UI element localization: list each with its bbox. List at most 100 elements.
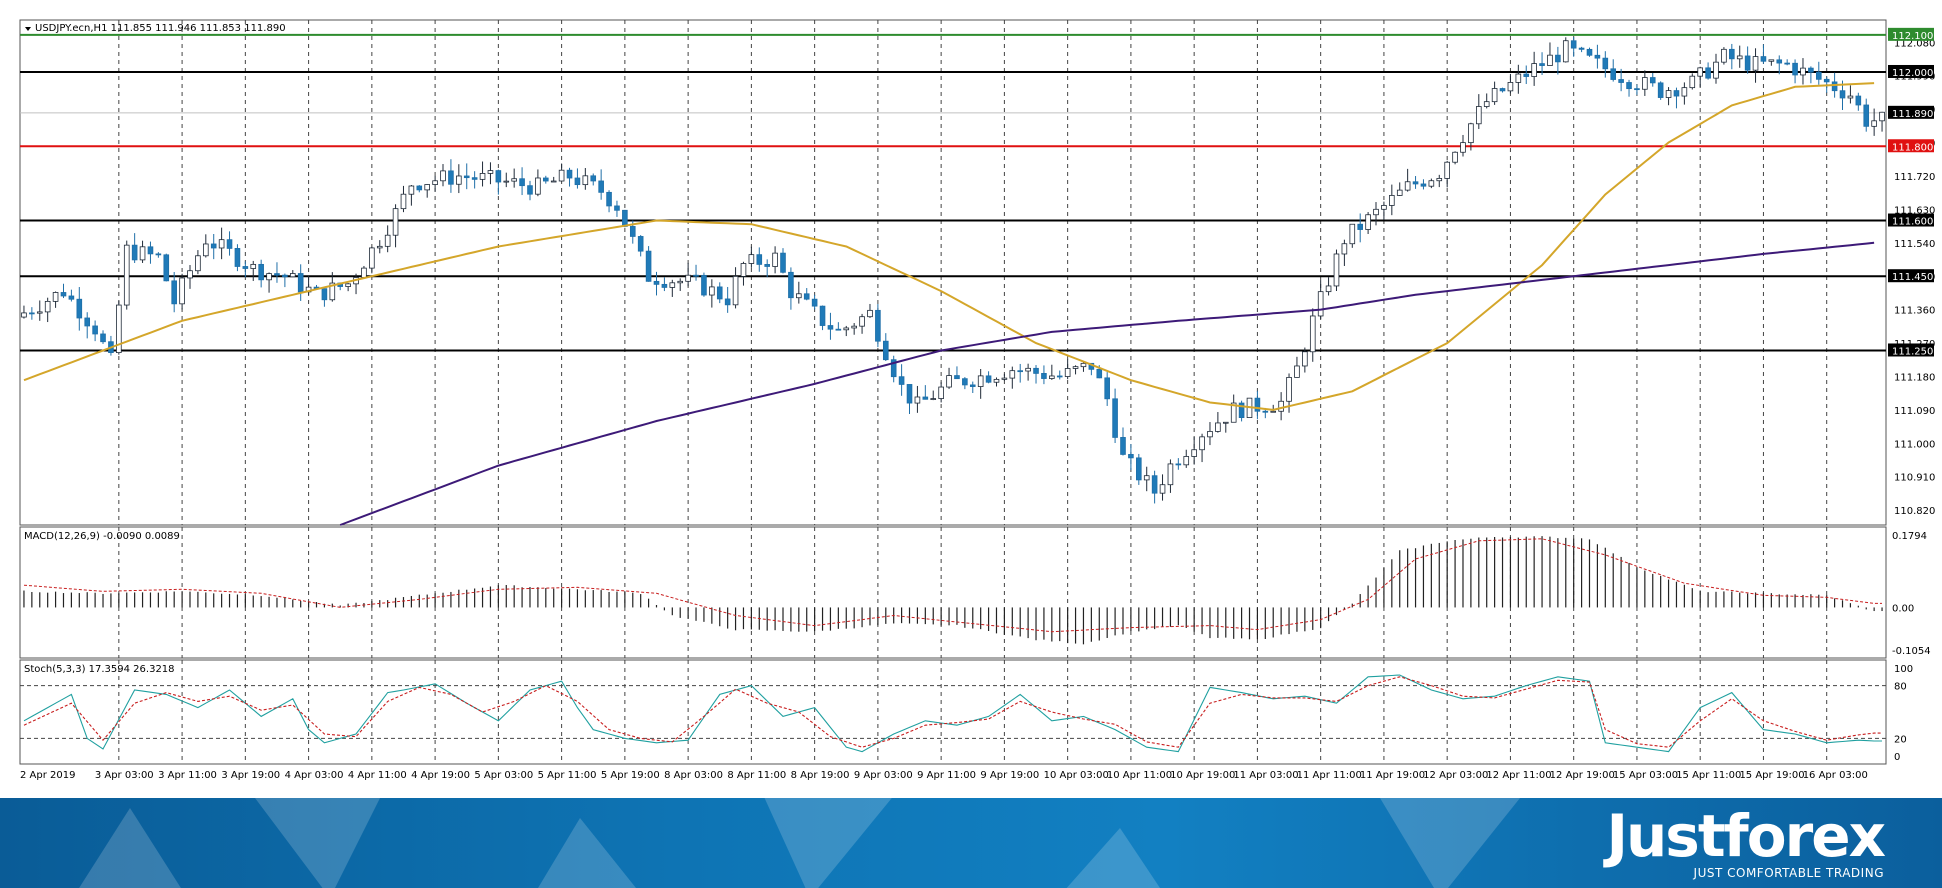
decor-triangle — [1040, 828, 1180, 888]
x-tick-label: 3 Apr 11:00 — [158, 770, 217, 781]
candle-body — [1412, 181, 1419, 185]
candle-body — [519, 178, 525, 187]
candle — [1713, 53, 1719, 84]
y-tick-label: 111.090 — [1894, 406, 1935, 417]
candle-body — [780, 252, 786, 273]
candle — [108, 335, 114, 356]
candle — [424, 184, 430, 198]
candle — [614, 200, 620, 217]
candle-body — [424, 184, 430, 191]
candle-body — [448, 170, 454, 185]
candle-body — [1017, 370, 1024, 373]
candle-body — [954, 375, 960, 380]
y-tick-label: 111.720 — [1894, 172, 1935, 183]
candle — [250, 260, 257, 281]
decor-triangle — [60, 808, 200, 888]
macd-histogram — [23, 536, 1883, 645]
candle-body — [1610, 68, 1617, 80]
candle-body — [1839, 90, 1846, 99]
candle — [1657, 81, 1664, 100]
candle — [764, 259, 770, 278]
candle-body — [1570, 40, 1577, 49]
candle — [1555, 46, 1561, 75]
panel-frame — [19, 526, 1887, 659]
candle — [1744, 46, 1751, 74]
candle-body — [1776, 59, 1783, 64]
candle — [116, 300, 122, 355]
candle — [52, 291, 59, 308]
candle — [859, 313, 865, 334]
justforex-logo[interactable]: Justforex JUST COMFORTABLE TRADING — [1606, 804, 1886, 880]
candle-body — [582, 175, 589, 186]
candle-body — [756, 254, 763, 265]
candle — [922, 385, 929, 400]
x-tick-label: 9 Apr 19:00 — [980, 770, 1039, 781]
candle — [1072, 365, 1079, 375]
candle — [558, 163, 565, 182]
candle-body — [266, 273, 272, 281]
candle-body — [788, 271, 794, 299]
candle-body — [1665, 90, 1672, 98]
candle-body — [1009, 370, 1016, 379]
candle-body — [139, 246, 146, 261]
candle-body — [645, 250, 652, 282]
candle-body — [1396, 189, 1403, 196]
candle — [701, 272, 707, 297]
candle-body — [637, 236, 644, 252]
logo-tagline: JUST COMFORTABLE TRADING — [1693, 866, 1884, 880]
candle — [1341, 239, 1348, 266]
candle-body — [1159, 484, 1166, 494]
candle — [827, 312, 834, 340]
candle-body — [1555, 54, 1561, 63]
candle — [875, 304, 881, 348]
candle — [123, 240, 130, 310]
candle-body — [1357, 223, 1363, 230]
candle — [1049, 364, 1055, 380]
candle-body — [1863, 104, 1870, 127]
candle-body — [1325, 285, 1332, 293]
candle-body — [1784, 62, 1790, 65]
candle-body — [898, 376, 905, 385]
candle — [1736, 45, 1743, 68]
x-tick-label: 2 Apr 2019 — [20, 770, 75, 781]
candle-body — [1460, 142, 1466, 153]
candle-body — [622, 209, 628, 227]
candle — [440, 164, 446, 187]
candle-body — [400, 193, 407, 210]
candle — [1104, 372, 1110, 406]
candle-body — [282, 274, 288, 278]
x-tick-label: 8 Apr 03:00 — [664, 770, 723, 781]
candle — [1815, 61, 1822, 85]
decor-triangle — [1380, 798, 1520, 888]
x-tick-label: 3 Apr 19:00 — [221, 770, 280, 781]
candle-body — [21, 312, 27, 318]
candle-body — [543, 177, 549, 182]
candle-body — [748, 254, 755, 264]
trading-chart[interactable]: 2 Apr 2019 3 Apr 03:00 3 Apr 11:00 3 Apr 19… — [0, 0, 1942, 798]
candle — [1033, 365, 1039, 384]
candle — [1752, 48, 1759, 83]
candle-body — [835, 328, 842, 331]
candle-body — [1238, 402, 1245, 418]
candle — [329, 272, 336, 302]
level-price-tag — [1888, 343, 1934, 357]
brand-footer: Justforex JUST COMFORTABLE TRADING — [0, 798, 1942, 888]
candle — [1539, 52, 1545, 75]
candle — [1634, 84, 1640, 95]
candle-body — [456, 175, 462, 185]
candle — [1847, 85, 1854, 104]
candle-body — [29, 312, 35, 315]
candle-body — [1831, 81, 1838, 92]
candle-body — [985, 375, 992, 383]
candle — [645, 246, 652, 282]
candle — [242, 261, 249, 278]
candle-body — [234, 248, 241, 267]
candle-body — [906, 384, 913, 404]
candle — [693, 264, 699, 281]
candle-body — [1294, 365, 1300, 378]
candle — [1681, 82, 1688, 105]
candle — [1017, 363, 1024, 383]
level-price-tag — [1888, 64, 1934, 78]
candle — [1230, 394, 1237, 423]
candle — [1729, 43, 1735, 70]
